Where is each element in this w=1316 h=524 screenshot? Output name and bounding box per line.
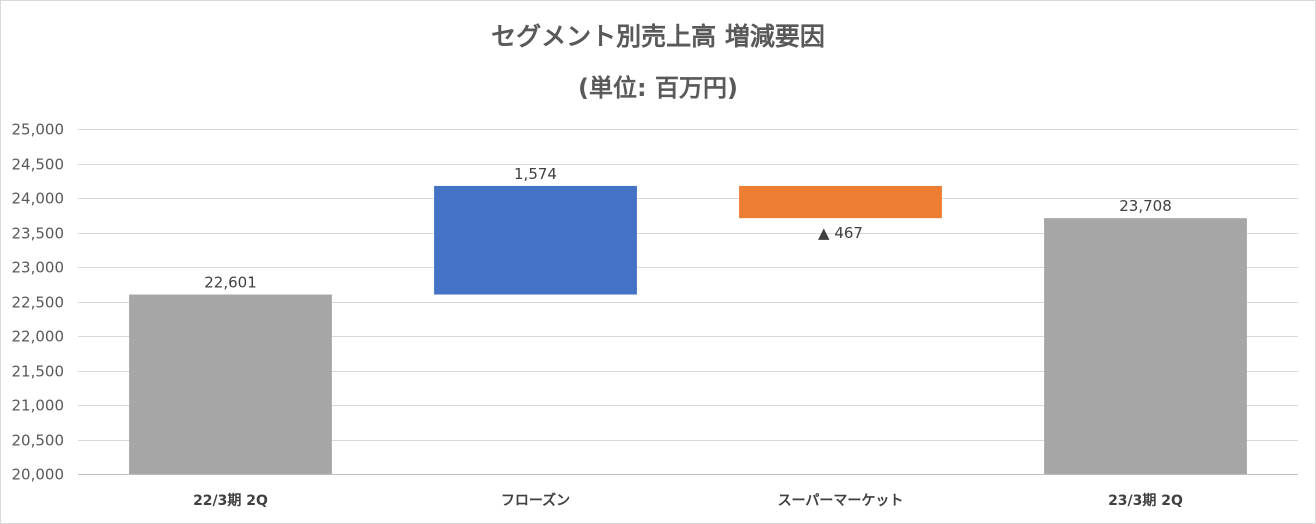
y-tick-label: 24,500: [12, 156, 65, 174]
chart-subtitle: (単位: 百万円): [578, 74, 738, 102]
data-labels: 22,601 1,574 ▲ 467 23,708: [204, 165, 1172, 292]
chart-title: セグメント別売上高 増減要因: [491, 22, 825, 51]
bar-total: [129, 294, 332, 474]
y-tick-label: 25,000: [12, 121, 65, 139]
y-tick-label: 21,500: [12, 363, 65, 381]
x-category-label: 22/3期 2Q: [193, 493, 268, 509]
bar-decrease: [739, 185, 942, 219]
x-category-label: フローズン: [501, 492, 570, 509]
data-label: ▲ 467: [818, 224, 863, 242]
data-label: 22,601: [204, 274, 257, 292]
y-tick-label: 24,000: [12, 190, 65, 208]
bar-increase: [434, 185, 637, 295]
data-label: 1,574: [514, 165, 557, 183]
x-category-label: スーパーマーケット: [778, 493, 904, 509]
data-label: 23,708: [1119, 197, 1172, 215]
y-tick-label: 23,000: [12, 259, 65, 277]
y-tick-label: 20,000: [12, 466, 65, 484]
x-category-label: 23/3期 2Q: [1108, 493, 1183, 509]
y-tick-label: 22,500: [12, 294, 65, 312]
y-tick-label: 23,500: [12, 225, 65, 243]
y-tick-label: 21,000: [12, 397, 65, 415]
y-tick-label: 20,500: [12, 432, 65, 450]
bar-total: [1044, 218, 1247, 474]
y-tick-label: 22,000: [12, 328, 65, 346]
x-axis-categories: 22/3期 2Q フローズン スーパーマーケット 23/3期 2Q: [193, 492, 1183, 509]
bars: [129, 185, 1247, 474]
y-axis-ticks: 20,000 20,500 21,000 21,500 22,000 22,500 23,0…: [12, 121, 65, 484]
